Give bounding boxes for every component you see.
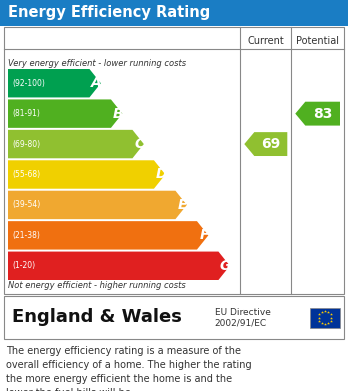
Text: Energy Efficiency Rating: Energy Efficiency Rating bbox=[8, 5, 210, 20]
Polygon shape bbox=[8, 251, 230, 280]
Text: Current: Current bbox=[247, 36, 284, 46]
Text: 2002/91/EC: 2002/91/EC bbox=[215, 318, 267, 327]
Text: F: F bbox=[199, 228, 209, 242]
Text: B: B bbox=[113, 107, 124, 121]
Polygon shape bbox=[8, 160, 165, 189]
Text: E: E bbox=[178, 198, 187, 212]
Bar bbox=[0, 0, 348, 26]
Text: G: G bbox=[220, 259, 231, 273]
Text: (21-38): (21-38) bbox=[12, 231, 40, 240]
Text: EU Directive: EU Directive bbox=[215, 308, 271, 317]
Bar bbox=[4, 27, 344, 294]
Text: (55-68): (55-68) bbox=[12, 170, 40, 179]
Text: (92-100): (92-100) bbox=[12, 79, 45, 88]
Polygon shape bbox=[8, 221, 208, 249]
Text: The energy efficiency rating is a measure of the
overall efficiency of a home. T: The energy efficiency rating is a measur… bbox=[6, 346, 252, 391]
Text: 83: 83 bbox=[313, 107, 332, 121]
Text: (39-54): (39-54) bbox=[12, 201, 40, 210]
Text: (81-91): (81-91) bbox=[12, 109, 40, 118]
Bar bbox=[310, 307, 340, 328]
Polygon shape bbox=[8, 130, 144, 158]
Text: C: C bbox=[135, 137, 145, 151]
Polygon shape bbox=[8, 69, 101, 97]
Text: Potential: Potential bbox=[296, 36, 339, 46]
Text: D: D bbox=[155, 167, 167, 181]
Polygon shape bbox=[244, 132, 287, 156]
Text: England & Wales: England & Wales bbox=[12, 308, 182, 326]
Text: 69: 69 bbox=[261, 137, 280, 151]
Text: Very energy efficient - lower running costs: Very energy efficient - lower running co… bbox=[8, 59, 186, 68]
Polygon shape bbox=[8, 99, 122, 128]
Polygon shape bbox=[295, 102, 340, 126]
Text: (69-80): (69-80) bbox=[12, 140, 40, 149]
Text: A: A bbox=[91, 76, 102, 90]
Text: Not energy efficient - higher running costs: Not energy efficient - higher running co… bbox=[8, 281, 186, 290]
Text: (1-20): (1-20) bbox=[12, 261, 35, 270]
Bar bbox=[4, 296, 344, 339]
Polygon shape bbox=[8, 191, 187, 219]
